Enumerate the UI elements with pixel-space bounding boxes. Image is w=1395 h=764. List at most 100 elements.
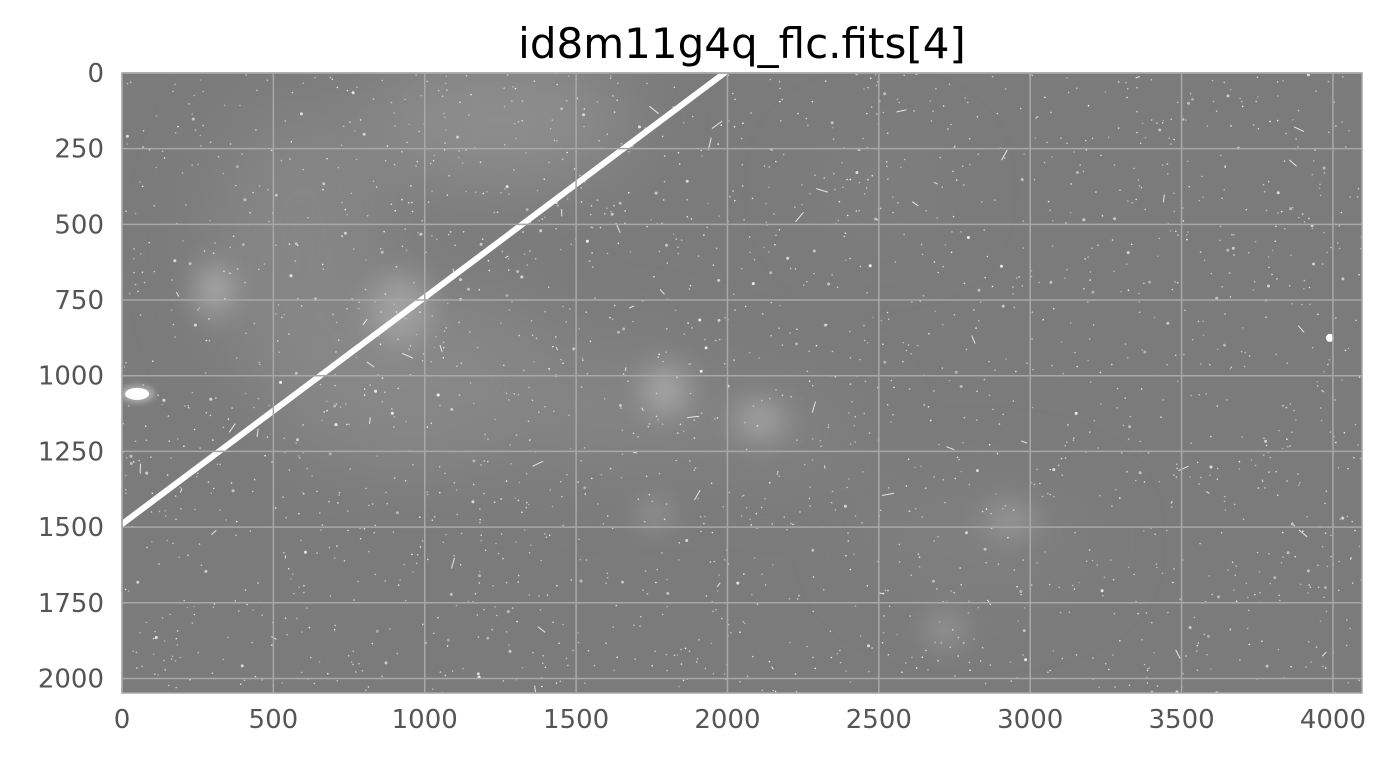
star-speck xyxy=(1190,442,1192,444)
star-speck xyxy=(1326,251,1328,254)
star-speck xyxy=(197,309,199,311)
star-speck xyxy=(1138,292,1140,295)
star-speck xyxy=(460,532,463,535)
star-speck xyxy=(1243,365,1246,368)
star-speck xyxy=(288,333,290,335)
star-speck xyxy=(212,487,215,490)
star-speck xyxy=(395,511,399,515)
star-speck xyxy=(562,305,564,308)
star-speck xyxy=(327,672,329,675)
star-speck xyxy=(209,397,213,401)
star-speck xyxy=(1353,456,1355,459)
star-speck xyxy=(1252,124,1255,126)
star-speck xyxy=(829,630,832,632)
star-speck xyxy=(1210,668,1212,670)
star-speck xyxy=(1224,495,1226,498)
star-speck xyxy=(1224,166,1226,168)
star-speck xyxy=(1295,138,1297,140)
star-speck xyxy=(1013,569,1016,571)
star-speck xyxy=(518,481,521,484)
star-speck xyxy=(811,548,815,552)
star-speck xyxy=(137,290,139,293)
star-speck xyxy=(589,340,592,343)
star-speck xyxy=(1273,576,1277,580)
star-speck xyxy=(866,342,869,344)
star-speck xyxy=(732,92,734,95)
star-speck xyxy=(191,117,195,121)
star-speck xyxy=(528,594,530,596)
star-speck xyxy=(1127,289,1130,292)
star-speck xyxy=(654,191,658,195)
star-speck xyxy=(1156,122,1158,124)
star-speck xyxy=(811,438,814,440)
star-speck xyxy=(1023,153,1025,155)
star-speck xyxy=(1020,178,1024,182)
fits-image xyxy=(122,73,1362,693)
star-speck xyxy=(1293,409,1295,412)
star-speck xyxy=(1171,288,1174,291)
star-speck xyxy=(197,163,199,166)
star-speck xyxy=(751,593,753,596)
star-speck xyxy=(384,580,387,582)
star-speck xyxy=(1065,222,1067,224)
star-speck xyxy=(1234,574,1236,577)
star-speck xyxy=(975,327,977,329)
star-speck xyxy=(688,363,690,366)
star-speck xyxy=(1076,365,1078,368)
y-tick-label: 0 xyxy=(87,59,104,89)
star-speck xyxy=(1033,483,1036,486)
star-speck xyxy=(163,157,166,159)
star-speck xyxy=(1124,343,1127,345)
star-speck xyxy=(552,345,554,348)
star-speck xyxy=(486,190,488,193)
star-speck xyxy=(371,642,374,645)
star-speck xyxy=(1000,264,1003,268)
star-speck xyxy=(421,540,424,542)
star-speck xyxy=(843,504,847,508)
cosmic-ray xyxy=(769,149,774,151)
star-speck xyxy=(866,291,868,294)
star-speck xyxy=(182,240,184,242)
star-speck xyxy=(765,202,767,205)
star-speck xyxy=(170,658,173,660)
star-speck xyxy=(606,576,609,579)
star-speck xyxy=(1298,216,1300,219)
star-speck xyxy=(1245,208,1248,211)
star-speck xyxy=(859,358,861,361)
star-speck xyxy=(521,511,523,513)
cosmic-ray xyxy=(439,344,443,353)
star-speck xyxy=(900,166,902,169)
star-speck xyxy=(1226,248,1230,252)
star-speck xyxy=(231,489,235,493)
star-speck xyxy=(538,595,540,597)
star-speck xyxy=(494,606,496,608)
star-speck xyxy=(812,576,815,578)
star-speck xyxy=(1091,290,1095,294)
star-speck xyxy=(813,272,815,275)
star-speck xyxy=(949,646,952,648)
star-speck xyxy=(134,283,137,286)
star-speck xyxy=(965,348,968,351)
star-speck xyxy=(753,557,756,559)
star-speck xyxy=(1188,185,1190,188)
star-speck xyxy=(1113,217,1117,221)
star-speck xyxy=(417,231,419,234)
star-speck xyxy=(1295,419,1297,421)
star-speck xyxy=(1022,220,1025,222)
star-speck xyxy=(883,92,887,96)
star-speck xyxy=(935,88,937,90)
star-speck xyxy=(513,122,516,125)
star-speck xyxy=(1337,589,1340,592)
star-speck xyxy=(1039,482,1041,485)
star-speck xyxy=(1280,210,1283,213)
star-speck xyxy=(610,75,612,77)
star-speck xyxy=(193,94,196,97)
star-speck xyxy=(415,562,418,565)
star-speck xyxy=(1100,403,1102,405)
star-speck xyxy=(831,274,833,276)
star-speck xyxy=(936,588,938,590)
star-speck xyxy=(526,264,529,266)
star-speck xyxy=(302,452,305,454)
cosmic-ray xyxy=(1206,491,1210,494)
star-speck xyxy=(927,669,929,671)
